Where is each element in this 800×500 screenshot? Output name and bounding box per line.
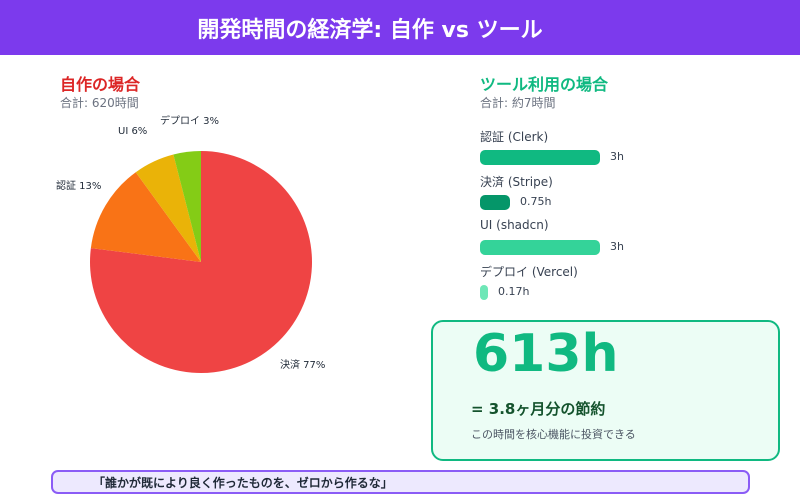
pie-label: 認証 13% [56, 179, 101, 192]
tool-label: 決済 (Stripe) [480, 175, 553, 189]
pie-label: 決済 77% [280, 358, 325, 371]
pie-label: デプロイ 3% [160, 114, 219, 127]
tool-value: 3h [610, 240, 624, 253]
savings-hours: 613h [473, 324, 619, 384]
tools-title: ツール利用の場合 [480, 75, 609, 94]
tool-bar [480, 195, 510, 210]
pie-slice-0 [89, 151, 313, 374]
pie-slice-1 [90, 172, 201, 262]
pie-slice-3 [173, 151, 201, 262]
savings-note: この時間を核心機能に投資できる [471, 428, 636, 441]
tool-value: 0.75h [520, 195, 552, 208]
tool-bar [480, 285, 488, 300]
tool-bar [480, 240, 600, 255]
tool-label: デプロイ (Vercel) [480, 265, 578, 279]
self-build-subtotal: 合計: 620時間 [60, 96, 139, 110]
tool-label: UI (shadcn) [480, 218, 549, 232]
header-banner: 開発時間の経済学: 自作 vs ツール [0, 0, 800, 55]
page-title: 開発時間の経済学: 自作 vs ツール [197, 17, 543, 43]
savings-equivalent: = 3.8ヶ月分の節約 [471, 400, 606, 418]
quote-banner: 「誰かが既により良く作ったものを、ゼロから作るな」 [51, 470, 750, 494]
tools-subtotal: 合計: 約7時間 [480, 96, 556, 110]
pie-slice-2 [135, 154, 201, 262]
tool-label: 認証 (Clerk) [480, 130, 549, 144]
tool-value: 0.17h [498, 285, 530, 298]
self-build-title: 自作の場合 [60, 75, 141, 94]
pie-label: UI 6% [118, 126, 147, 137]
savings-card: 613h = 3.8ヶ月分の節約 この時間を核心機能に投資できる [431, 320, 780, 461]
tool-bar [480, 150, 600, 165]
pie-chart: 決済 77% 認証 13% UI 6% デプロイ 3% [56, 114, 325, 374]
tool-value: 3h [610, 150, 624, 163]
